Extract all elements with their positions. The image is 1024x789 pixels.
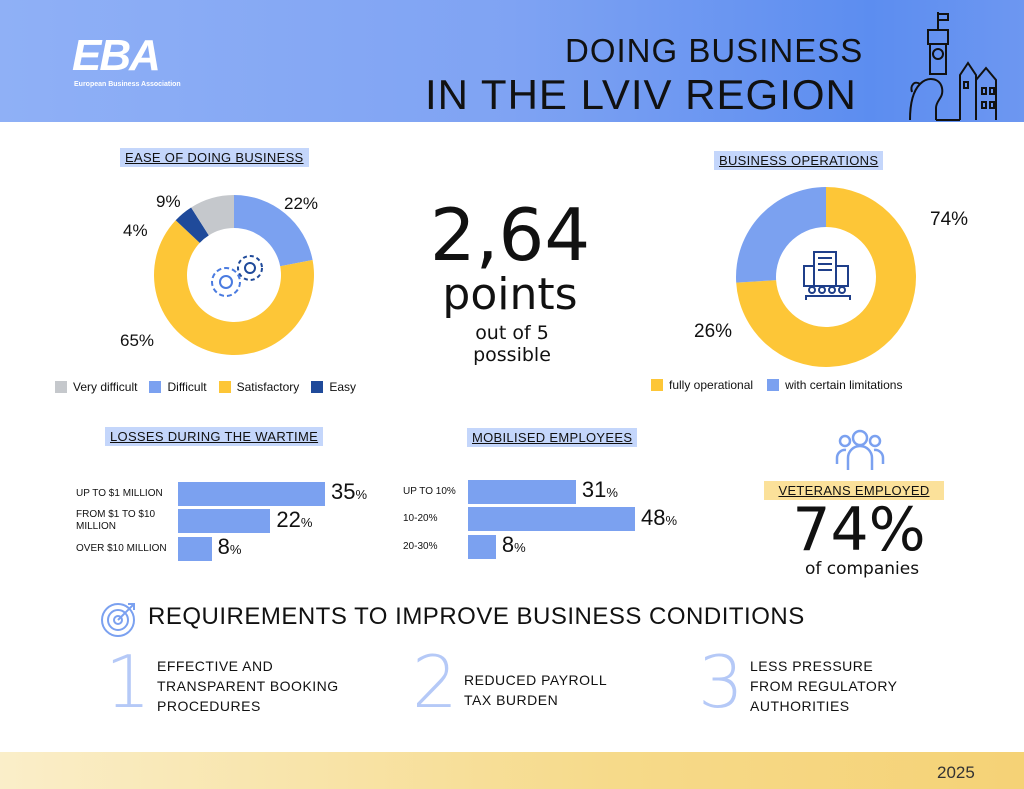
- bar-label: UP TO $1 MILLION: [76, 487, 163, 499]
- requirement-text: REDUCED PAYROLL TAX BURDEN: [464, 672, 608, 708]
- legend-item: Easy: [311, 380, 356, 394]
- ease-legend: Very difficult Difficult Satisfactory Ea…: [55, 380, 356, 394]
- requirement-number: 2: [412, 640, 458, 724]
- bar-row: 20-30% 8%: [403, 533, 677, 561]
- bar: [178, 536, 212, 561]
- donut-slice-fully-operational: [736, 187, 916, 367]
- label-fully-operational: 74%: [930, 209, 969, 230]
- bar-value: 31%: [581, 477, 618, 503]
- header-banner: [0, 0, 1024, 122]
- donut-slice-very-difficult: [191, 195, 234, 236]
- title-line2: IN THE LVIV REGION: [425, 71, 857, 118]
- bar-value: 22%: [276, 506, 313, 532]
- operations-legend: fully operational with certain limitatio…: [651, 378, 902, 392]
- legend-swatch: [651, 379, 663, 391]
- eba-logo: EBA: [72, 31, 161, 80]
- bar: [178, 481, 325, 506]
- label-easy: 4%: [123, 221, 148, 240]
- lviv-town-hall-lion-icon: [909, 12, 997, 121]
- veterans-sub: of companies: [804, 559, 920, 579]
- bar: [178, 509, 271, 534]
- legend-label: Satisfactory: [236, 380, 300, 394]
- office-building-icon: [803, 251, 851, 300]
- bar-value: 35%: [331, 479, 368, 505]
- ease-title: EASE OF DOING BUSINESS: [120, 148, 309, 167]
- target-icon: [101, 603, 135, 637]
- veterans-title: VETERANS EMPLOYED: [764, 481, 944, 500]
- donut-slice-satisfactory: [154, 220, 314, 355]
- legend-item: Very difficult: [55, 380, 137, 394]
- losses-bars: UP TO $1 MILLION 35% FROM $1 TO $10 MILLIO…: [76, 480, 367, 563]
- operations-donut: [736, 187, 916, 367]
- legend-swatch: [55, 381, 67, 393]
- score-sub: out of 5 possible: [412, 322, 612, 366]
- legend-item: Difficult: [149, 380, 207, 394]
- bar-value: 8%: [217, 534, 242, 560]
- label-limitations: 26%: [694, 321, 733, 342]
- donut-slice-with-certain-limitations: [736, 187, 826, 283]
- legend-item: with certain limitations: [767, 378, 902, 392]
- label-difficult: 22%: [284, 194, 319, 213]
- score-unit: points: [442, 269, 578, 320]
- footer-bar: [0, 752, 1024, 789]
- legend-label: fully operational: [669, 378, 754, 392]
- requirement-text: EFFECTIVE AND TRANSPARENT BOOKING PROCEDUR…: [157, 658, 339, 714]
- legend-label: with certain limitations: [785, 378, 903, 392]
- legend-label: Easy: [329, 380, 356, 394]
- bar-label: FROM $1 TO $10 MILLION: [76, 509, 156, 533]
- requirements-title: REQUIREMENTS TO IMPROVE BUSINESS CONDITI…: [148, 603, 805, 630]
- gears-icon: [211, 255, 263, 297]
- people-group-icon: [835, 429, 885, 470]
- title-line1: DOING BUSINESS: [565, 32, 864, 69]
- donut-slice-difficult: [234, 195, 313, 267]
- bar-label: 20-30%: [403, 540, 438, 552]
- legend-label: Difficult: [167, 380, 207, 394]
- legend-label: Very difficult: [73, 380, 138, 394]
- bar-value: 8%: [501, 532, 526, 558]
- bar-row: FROM $1 TO $10 MILLION 22%: [76, 506, 367, 536]
- bar-row: OVER $10 MILLION 8%: [76, 535, 367, 563]
- legend-swatch: [218, 381, 231, 393]
- bar: [468, 479, 576, 504]
- score-sub1: out of 5: [475, 322, 549, 344]
- bar: [468, 534, 496, 559]
- score-value: 2,64: [429, 193, 591, 277]
- label-satisfactory: 65%: [120, 331, 155, 350]
- losses-title: LOSSES DURING THE WARTIME: [105, 427, 324, 446]
- ease-donut: [154, 195, 314, 355]
- bar: [468, 507, 636, 532]
- requirement-text: LESS PRESSURE FROM REGULATORY AUTHORITIES: [750, 658, 898, 714]
- mobilised-title: MOBILISED EMPLOYEES: [467, 428, 638, 447]
- operations-title: BUSINESS OPERATIONS: [714, 151, 884, 170]
- logo-subtitle: European Business Association: [74, 81, 181, 88]
- legend-swatch: [149, 381, 162, 393]
- bar-label: UP TO 10%: [403, 485, 456, 497]
- donut-slice-easy: [175, 207, 209, 243]
- mobilised-bars: UP TO 10% 31% 10-20% 48% 20-30% 8%: [403, 478, 677, 561]
- legend-swatch: [767, 379, 780, 391]
- requirement-number: 1: [105, 640, 151, 724]
- footer-year: 2025: [937, 763, 975, 782]
- bar-row: 10-20% 48%: [403, 504, 678, 534]
- legend-swatch: [311, 381, 324, 393]
- legend-item: fully operational: [651, 378, 753, 392]
- score-sub2: possible: [473, 344, 551, 366]
- bar-label: 10-20%: [403, 513, 438, 525]
- bar-row: UP TO $1 MILLION 35%: [76, 480, 367, 508]
- requirement-number: 3: [698, 640, 744, 724]
- veterans-value: 74%: [792, 495, 926, 565]
- bar-row: UP TO 10% 31%: [403, 478, 677, 506]
- legend-item: Satisfactory: [218, 380, 300, 394]
- bar-label: OVER $10 MILLION: [76, 542, 167, 554]
- label-very-difficult: 9%: [156, 192, 181, 211]
- bar-value: 48%: [641, 504, 678, 530]
